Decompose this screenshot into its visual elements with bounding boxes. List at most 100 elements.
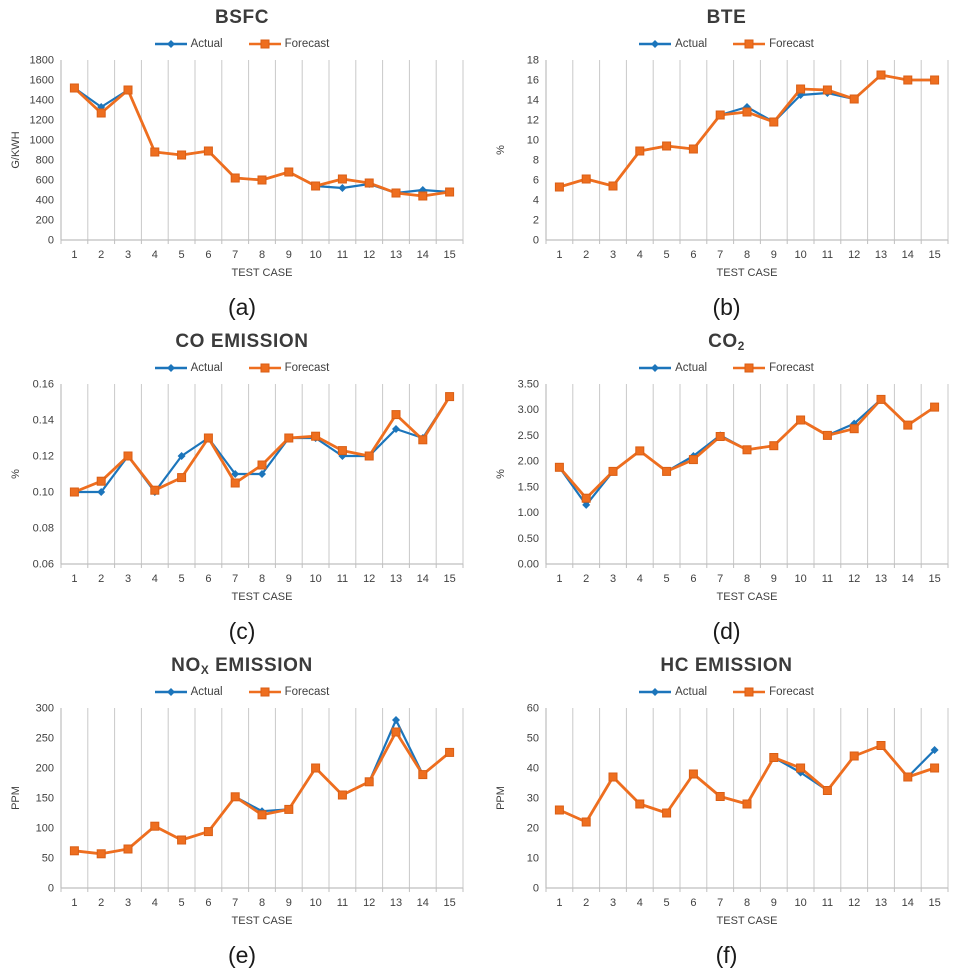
chart-plot: 0.06 0.08 0.10 0.12 0.14 0.16 1 2 3 4 5 6 7 8 9 10 11 12 1… [7, 378, 477, 609]
actual-marker [231, 469, 240, 478]
legend-label-actual: Actual [675, 685, 708, 698]
x-tick-label: 8 [743, 249, 749, 261]
y-tick-label: 600 [36, 174, 54, 186]
x-tick-label: 6 [690, 897, 696, 909]
legend-item-forecast: Forecast [733, 38, 814, 50]
forecast-marker [795, 84, 805, 94]
x-tick-label: 14 [417, 249, 429, 261]
x-tick-label: 7 [717, 573, 723, 585]
chart-legend: Actual Forecast [639, 681, 814, 703]
y-tick-label: 14 [526, 94, 538, 106]
y-tick-label: 30 [526, 792, 538, 804]
x-tick-label: 4 [636, 573, 642, 585]
chart-title-text: BTE [706, 7, 747, 28]
legend-item-actual: Actual [154, 685, 223, 698]
y-tick-label: 50 [526, 732, 538, 744]
forecast-marker [203, 146, 213, 156]
forecast-marker [391, 188, 401, 198]
y-tick-label: 40 [526, 762, 538, 774]
forecast-marker [768, 441, 778, 451]
actual-line-diamond-icon [639, 363, 672, 372]
forecast-marker [96, 476, 106, 486]
forecast-line [557, 743, 936, 824]
y-tick-label: 10 [526, 852, 538, 864]
panel-nox-emission: NOX EMISSION Actual Forecast 0 50 100 150 20… [0, 648, 484, 972]
y-tick-label: 1000 [30, 134, 54, 146]
legend-label-forecast: Forecast [769, 361, 814, 374]
x-tick-label: 9 [770, 249, 776, 261]
x-tick-label: 9 [286, 249, 292, 261]
x-tick-label: 10 [794, 573, 806, 585]
forecast-marker [795, 763, 805, 773]
legend-item-actual: Actual [639, 362, 707, 374]
y-tick-label: 1.00 [517, 507, 538, 519]
y-tick-label: 0.16 [33, 379, 54, 391]
x-tick-label: 13 [874, 897, 886, 909]
chart-plot: 0 50 100 150 200 250 300 1 2 3 4 5 6 7 8 9 10 11 12 13 14 15 T… [7, 702, 477, 933]
x-tick-label: 6 [690, 249, 696, 261]
x-tick-label: 12 [363, 573, 375, 585]
forecast-marker [150, 485, 160, 495]
x-tick-label: 14 [901, 249, 913, 261]
y-tick-label: 6 [532, 174, 538, 186]
forecast-marker [876, 740, 885, 750]
legend-label-actual: Actual [190, 685, 223, 698]
forecast-marker [634, 446, 644, 456]
forecast-marker [715, 110, 725, 120]
y-axis-title: % [10, 469, 22, 479]
forecast-marker [284, 804, 294, 814]
chart-plot: 0 200 400 600 800 1000 1200 1400 1600 1800 1 2 3 4 5 6 7… [7, 54, 477, 285]
x-tick-label: 8 [259, 249, 265, 261]
legend-item-actual: Actual [154, 38, 223, 50]
forecast-marker [123, 451, 133, 461]
actual-line-diamond-icon [154, 363, 187, 372]
y-tick-label: 8 [532, 154, 538, 166]
legend-item-actual: Actual [154, 362, 223, 374]
x-tick-label: 13 [874, 249, 886, 261]
chart-title: CO EMISSION [175, 331, 308, 353]
chart-plot: 0 2 4 6 8 10 12 14 16 18 1 2 3 4 5 6 7 8 9 10 11 12 13 14 15 TEST… [492, 54, 962, 285]
y-axis-title: % [495, 469, 507, 479]
forecast-marker [69, 487, 79, 497]
forecast-marker [257, 810, 267, 820]
y-axis-title: G/KWH [10, 131, 22, 168]
chart-title: NOX EMISSION [171, 655, 313, 677]
y-tick-label: 3.00 [517, 404, 538, 416]
y-tick-label: 10 [526, 134, 538, 146]
forecast-marker [742, 799, 751, 809]
x-tick-label: 3 [125, 249, 131, 261]
y-tick-label: 50 [42, 852, 54, 864]
y-tick-label: 200 [36, 762, 54, 774]
x-tick-label: 10 [794, 249, 806, 261]
forecast-marker [634, 799, 644, 809]
x-tick-label: 10 [794, 897, 806, 909]
chart-legend: Actual Forecast [154, 33, 329, 55]
forecast-marker [230, 478, 240, 488]
forecast-marker [337, 445, 347, 455]
x-tick-label: 15 [443, 249, 455, 261]
forecast-marker [876, 394, 885, 404]
x-tick-label: 10 [309, 249, 321, 261]
forecast-marker [661, 141, 671, 151]
panel-bsfc: BSFC Actual Forecast 0 200 400 600 800 1000 12… [0, 0, 484, 324]
forecast-marker [418, 435, 428, 445]
panel-caption: (c) [228, 617, 256, 644]
x-tick-label: 14 [417, 897, 429, 909]
forecast-marker [418, 769, 428, 779]
actual-marker [581, 500, 590, 509]
x-tick-label: 13 [390, 249, 402, 261]
forecast-marker [96, 108, 106, 118]
forecast-marker [715, 791, 725, 801]
x-tick-label: 9 [286, 897, 292, 909]
forecast-marker [445, 391, 455, 401]
x-tick-label: 2 [583, 249, 589, 261]
x-tick-label: 7 [232, 897, 238, 909]
x-tick-label: 7 [717, 897, 723, 909]
forecast-marker [311, 763, 321, 773]
forecast-marker [929, 763, 939, 773]
x-tick-label: 13 [390, 897, 402, 909]
forecast-marker [608, 772, 617, 782]
forecast-marker [822, 85, 832, 95]
